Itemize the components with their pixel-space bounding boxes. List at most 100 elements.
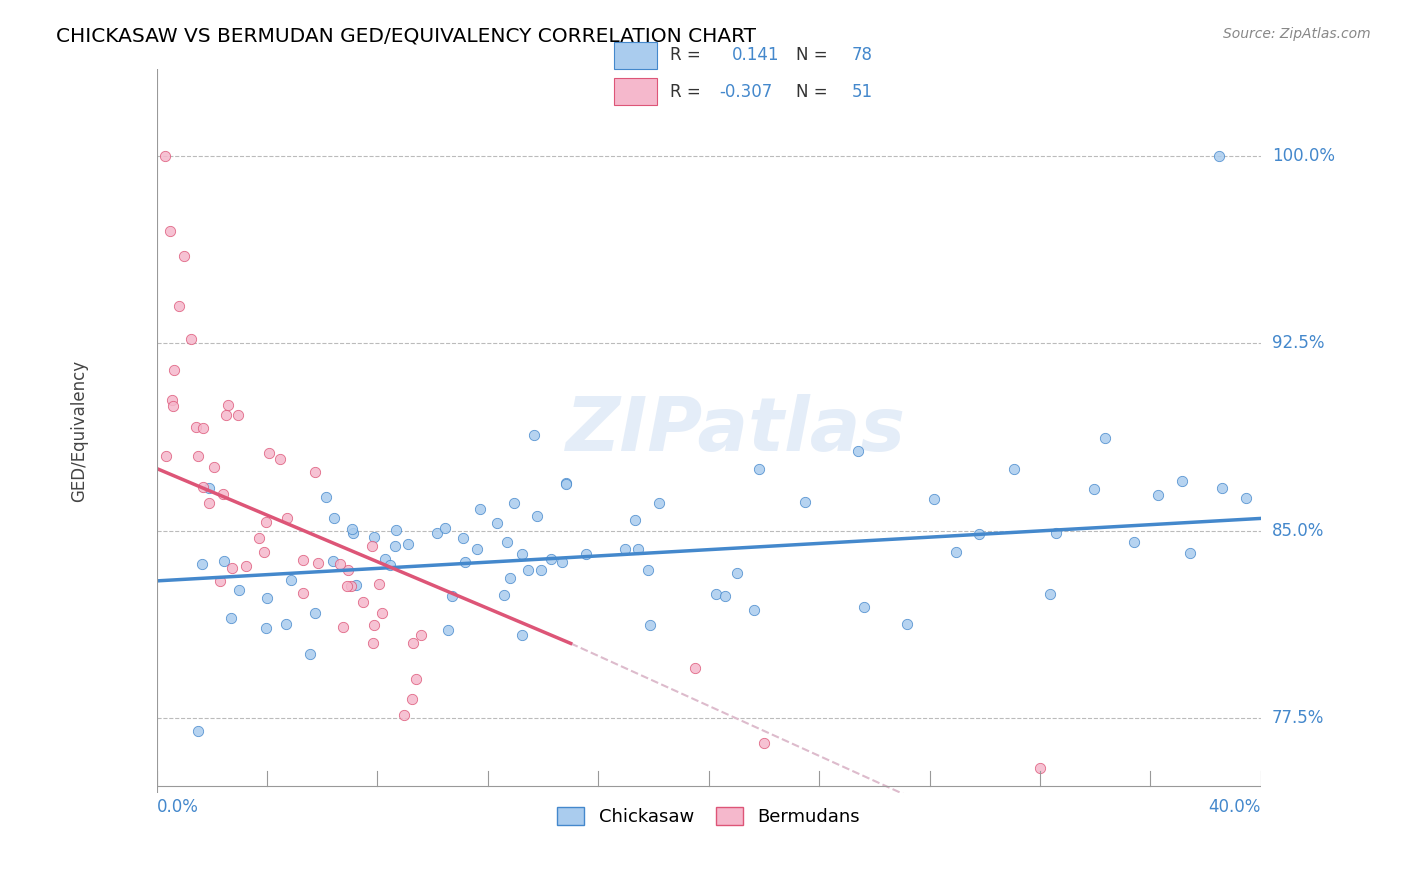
Text: Source: ZipAtlas.com: Source: ZipAtlas.com <box>1223 27 1371 41</box>
Point <box>342 525 364 540</box>
Point <box>221 561 243 575</box>
Point <box>467 541 489 556</box>
Point <box>436 623 458 637</box>
Point <box>215 408 238 422</box>
Point <box>1038 587 1060 601</box>
Point <box>298 647 321 661</box>
Text: 0.0%: 0.0% <box>156 798 198 816</box>
Point <box>257 446 280 460</box>
Point <box>1083 482 1105 496</box>
Text: 40.0%: 40.0% <box>1209 798 1261 816</box>
Point <box>1122 535 1144 549</box>
Point <box>253 545 276 559</box>
Point <box>274 617 297 632</box>
Point <box>853 599 876 614</box>
Text: R =: R = <box>669 46 700 64</box>
Point <box>332 620 354 634</box>
Point <box>1180 546 1202 560</box>
Point <box>530 563 553 577</box>
Point <box>846 444 869 458</box>
Point <box>683 661 706 675</box>
Text: 100.0%: 100.0% <box>1272 147 1334 165</box>
Point <box>361 636 384 650</box>
Point <box>441 589 464 603</box>
Point <box>254 515 277 529</box>
Point <box>219 611 242 625</box>
Point <box>1146 488 1168 502</box>
Point <box>198 496 221 510</box>
Point <box>363 617 385 632</box>
Point <box>945 545 967 559</box>
Point <box>896 617 918 632</box>
Point <box>510 547 533 561</box>
Point <box>492 588 515 602</box>
Point <box>212 554 235 568</box>
Point <box>191 479 214 493</box>
Point <box>342 522 364 536</box>
Point <box>276 510 298 524</box>
Point <box>1234 491 1257 505</box>
Point <box>344 577 367 591</box>
Point <box>217 398 239 412</box>
Text: R =: R = <box>669 83 700 101</box>
Point <box>256 591 278 605</box>
Point <box>554 475 576 490</box>
Point <box>323 511 346 525</box>
Point <box>202 460 225 475</box>
Point <box>748 462 770 476</box>
Point <box>401 692 423 706</box>
Point <box>540 551 562 566</box>
Point <box>752 736 775 750</box>
Text: N =: N = <box>796 46 828 64</box>
Text: 92.5%: 92.5% <box>1272 334 1324 352</box>
Point <box>371 606 394 620</box>
Point <box>924 491 946 506</box>
Point <box>516 563 538 577</box>
Point <box>187 723 209 738</box>
Point <box>394 708 416 723</box>
Text: 78: 78 <box>852 46 873 64</box>
Text: GED/Equivalency: GED/Equivalency <box>70 359 89 502</box>
Point <box>551 555 574 569</box>
Point <box>510 628 533 642</box>
Text: -0.307: -0.307 <box>718 83 772 101</box>
Point <box>304 465 326 479</box>
Point <box>269 451 291 466</box>
Point <box>186 420 208 434</box>
Point <box>575 547 598 561</box>
Point <box>173 249 195 263</box>
Point <box>368 577 391 591</box>
Text: CHICKASAW VS BERMUDAN GED/EQUIVALENCY CORRELATION CHART: CHICKASAW VS BERMUDAN GED/EQUIVALENCY CO… <box>56 27 756 45</box>
Point <box>280 573 302 587</box>
Point <box>1211 481 1233 495</box>
Point <box>1094 431 1116 445</box>
Point <box>378 558 401 572</box>
Point <box>329 557 352 571</box>
Point <box>191 421 214 435</box>
Point <box>714 589 737 603</box>
Point <box>627 541 650 556</box>
Point <box>624 513 647 527</box>
Legend: Chickasaw, Bermudans: Chickasaw, Bermudans <box>548 798 869 835</box>
Point <box>704 587 727 601</box>
Point <box>426 525 449 540</box>
Point <box>247 531 270 545</box>
Point <box>352 595 374 609</box>
Point <box>405 672 427 686</box>
Point <box>374 552 396 566</box>
Point <box>226 408 249 422</box>
Point <box>211 487 233 501</box>
Point <box>160 393 183 408</box>
Point <box>159 224 181 238</box>
Point <box>155 449 177 463</box>
Point <box>228 582 250 597</box>
Bar <box>614 42 657 69</box>
Point <box>209 574 232 588</box>
Point <box>162 399 184 413</box>
Point <box>1002 462 1025 476</box>
Point <box>384 524 406 538</box>
Point <box>793 495 815 509</box>
Point <box>967 526 990 541</box>
Point <box>499 571 522 585</box>
Point <box>322 554 344 568</box>
